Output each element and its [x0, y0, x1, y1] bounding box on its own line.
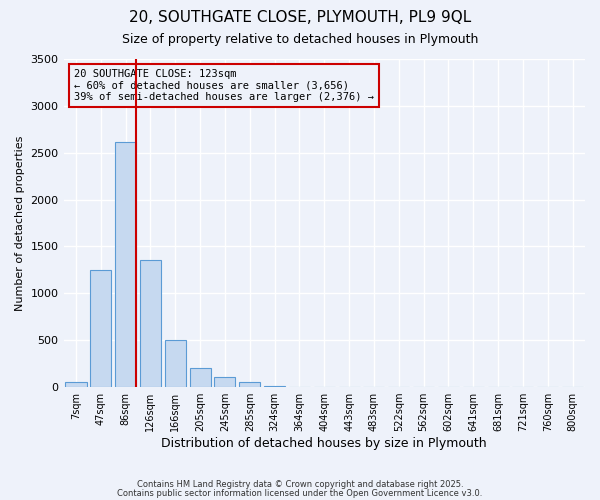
Bar — [190, 368, 211, 387]
Text: 20, SOUTHGATE CLOSE, PLYMOUTH, PL9 9QL: 20, SOUTHGATE CLOSE, PLYMOUTH, PL9 9QL — [129, 10, 471, 25]
Text: Contains HM Land Registry data © Crown copyright and database right 2025.: Contains HM Land Registry data © Crown c… — [137, 480, 463, 489]
Bar — [140, 260, 161, 387]
X-axis label: Distribution of detached houses by size in Plymouth: Distribution of detached houses by size … — [161, 437, 487, 450]
Bar — [264, 386, 285, 387]
Text: 20 SOUTHGATE CLOSE: 123sqm
← 60% of detached houses are smaller (3,656)
39% of s: 20 SOUTHGATE CLOSE: 123sqm ← 60% of deta… — [74, 69, 374, 102]
Bar — [90, 270, 112, 387]
Bar — [115, 142, 136, 387]
Y-axis label: Number of detached properties: Number of detached properties — [15, 136, 25, 310]
Bar — [65, 382, 86, 387]
Text: Contains public sector information licensed under the Open Government Licence v3: Contains public sector information licen… — [118, 489, 482, 498]
Bar — [239, 382, 260, 387]
Text: Size of property relative to detached houses in Plymouth: Size of property relative to detached ho… — [122, 32, 478, 46]
Bar — [214, 377, 235, 387]
Bar — [165, 340, 186, 387]
